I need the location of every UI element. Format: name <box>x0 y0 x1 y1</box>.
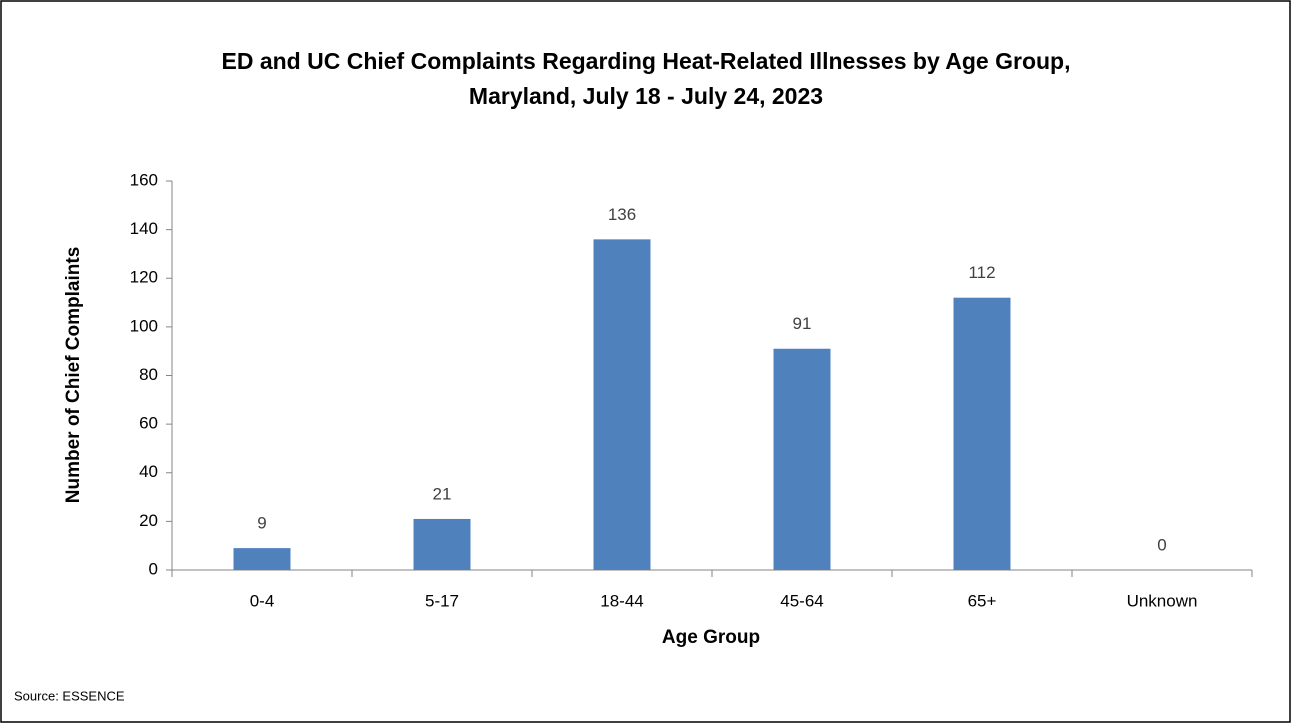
x-axis-title: Age Group <box>662 627 760 648</box>
y-tick-label: 140 <box>130 219 158 238</box>
data-label: 0 <box>1157 535 1166 554</box>
x-tick-label: 18-44 <box>600 591 643 610</box>
x-tick-label: 0-4 <box>250 591 275 610</box>
y-tick-label: 160 <box>130 170 158 189</box>
x-tick-label: 65+ <box>968 591 997 610</box>
chart-title: ED and UC Chief Complaints Regarding Hea… <box>221 48 1070 74</box>
y-tick-label: 80 <box>139 365 158 384</box>
bar <box>413 518 471 570</box>
x-tick-label: Unknown <box>1127 591 1198 610</box>
y-tick-label: 100 <box>130 316 158 335</box>
y-tick-label: 120 <box>130 268 158 287</box>
y-tick-label: 40 <box>139 462 158 481</box>
bar <box>953 297 1011 570</box>
data-label: 9 <box>257 514 266 533</box>
data-label: 136 <box>608 205 636 224</box>
x-tick-label: 5-17 <box>425 591 459 610</box>
y-tick-label: 20 <box>139 511 158 530</box>
bar <box>233 548 291 570</box>
bar <box>593 239 651 570</box>
source-note: Source: ESSENCE <box>14 688 125 703</box>
x-tick-label: 45-64 <box>780 591 823 610</box>
chart-title: Maryland, July 18 - July 24, 2023 <box>469 83 823 109</box>
bar <box>773 348 831 570</box>
data-label: 112 <box>968 263 995 282</box>
data-label: 21 <box>433 484 452 503</box>
y-tick-label: 60 <box>139 414 158 433</box>
y-tick-label: 0 <box>149 559 158 578</box>
data-label: 91 <box>793 314 812 333</box>
y-axis-title: Number of Chief Complaints <box>63 247 84 504</box>
